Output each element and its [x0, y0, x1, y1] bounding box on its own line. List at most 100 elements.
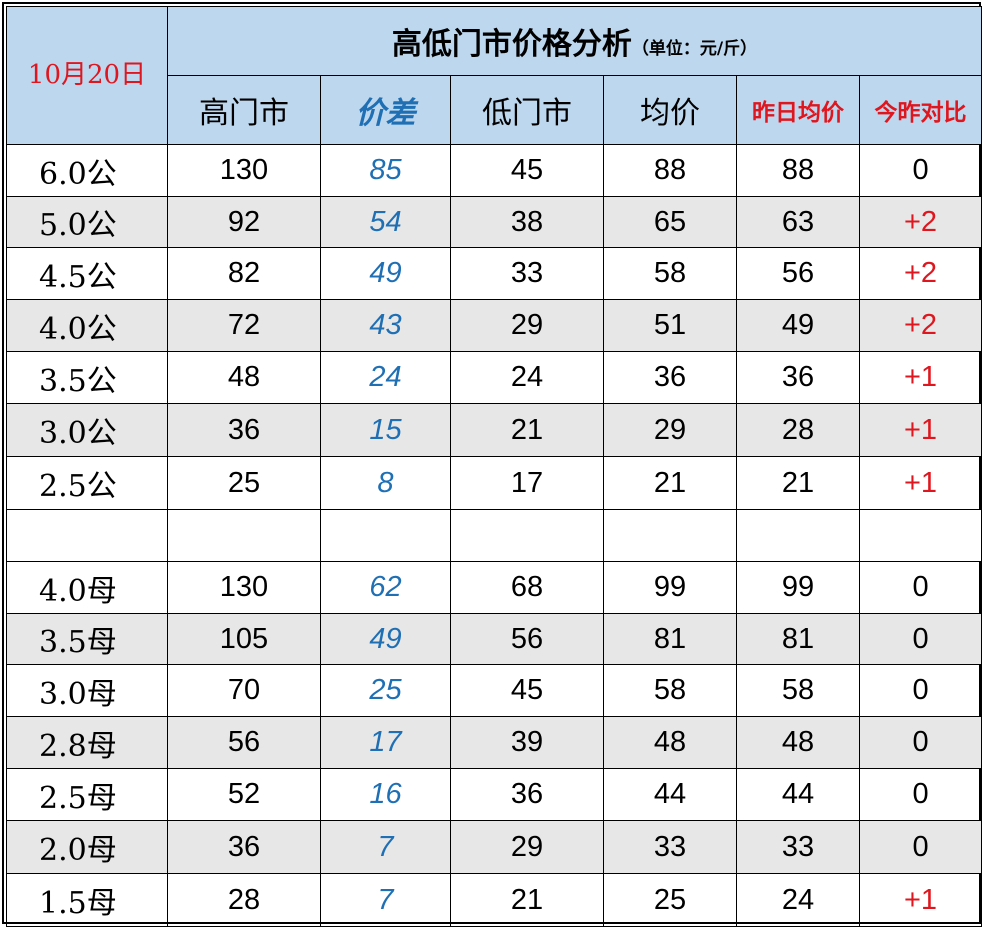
cell-price-diff: 15: [320, 403, 451, 457]
cell-low-market: 56: [450, 613, 604, 665]
cell-average: 81: [603, 613, 737, 665]
cell-day-comparison: 0: [858, 561, 983, 614]
cell-day-comparison: 0: [858, 768, 983, 821]
empty-cell: [6, 509, 168, 562]
cell-low-market: 38: [450, 196, 604, 248]
cell-high-market: 36: [167, 820, 321, 874]
empty-cell: [736, 509, 860, 562]
cell-low-market: 21: [450, 403, 604, 457]
cell-price-diff: 24: [320, 351, 451, 404]
cell-average: 48: [603, 716, 737, 769]
cell-low-market: 33: [450, 247, 604, 300]
table-row: 4.0母 130 62 68 99 99 0: [6, 561, 983, 614]
cell-high-market: 105: [167, 613, 321, 665]
cell-day-comparison: +1: [858, 403, 983, 457]
cell-high-market: 56: [167, 716, 321, 769]
cell-high-market: 25: [167, 456, 321, 510]
col-header-price-diff: 价差: [320, 75, 451, 145]
table-title: 高低门市价格分析（单位：元/斤）: [166, 6, 983, 76]
table-row: 1.5母 28 7 21 25 24 +1: [6, 873, 983, 927]
cell-price-diff: 25: [320, 664, 451, 717]
cell-average: 58: [603, 664, 737, 717]
cell-high-market: 36: [167, 403, 321, 457]
title-text: 高低门市价格分析: [391, 27, 632, 62]
col-header-low-market: 低门市: [450, 75, 604, 145]
cell-low-market: 68: [450, 561, 604, 614]
cell-day-comparison: +2: [858, 196, 983, 248]
empty-cell: [320, 509, 451, 562]
col-header-yesterday-average: 昨日均价: [736, 75, 860, 145]
cell-low-market: 21: [450, 873, 604, 927]
table-row: 4.5公 82 49 33 58 56 +2: [6, 247, 983, 300]
cell-average: 25: [603, 873, 737, 927]
cell-day-comparison: +2: [858, 247, 983, 300]
cell-day-comparison: +1: [858, 351, 983, 404]
table-row: 3.0公 36 15 21 29 28 +1: [6, 403, 983, 457]
cell-average: 99: [603, 561, 737, 614]
row-label: 2.5母: [6, 768, 168, 821]
price-analysis-table: 10月20日 高低门市价格分析（单位：元/斤） 高门市 价差 低门市 均价 昨日…: [6, 6, 983, 927]
row-label: 2.5公: [6, 456, 168, 510]
cell-low-market: 29: [450, 299, 604, 352]
cell-yesterday-average: 28: [736, 403, 860, 457]
row-label: 3.5公: [6, 351, 168, 404]
empty-cell: [858, 509, 983, 562]
separator-row: [6, 509, 983, 562]
unit-text: （单位：元/斤）: [631, 39, 758, 59]
cell-price-diff: 49: [320, 613, 451, 665]
table-row: 3.5母 105 49 56 81 81 0: [6, 613, 983, 665]
cell-low-market: 45: [450, 664, 604, 717]
cell-low-market: 45: [450, 144, 604, 197]
cell-yesterday-average: 24: [736, 873, 860, 927]
cell-day-comparison: 0: [858, 144, 983, 197]
col-header-high-market: 高门市: [167, 75, 321, 145]
row-label: 2.0母: [6, 820, 168, 874]
cell-high-market: 48: [167, 351, 321, 404]
empty-cell: [450, 509, 604, 562]
cell-average: 29: [603, 403, 737, 457]
cell-yesterday-average: 99: [736, 561, 860, 614]
row-label: 6.0公: [6, 144, 168, 197]
row-label: 3.0母: [6, 664, 168, 717]
cell-price-diff: 54: [320, 196, 451, 248]
row-label: 4.5公: [6, 247, 168, 300]
cell-average: 88: [603, 144, 737, 197]
cell-high-market: 70: [167, 664, 321, 717]
table-row: 2.5公 25 8 17 21 21 +1: [6, 456, 983, 510]
cell-average: 36: [603, 351, 737, 404]
cell-high-market: 130: [167, 144, 321, 197]
cell-high-market: 52: [167, 768, 321, 821]
cell-price-diff: 85: [320, 144, 451, 197]
table-row: 3.0母 70 25 45 58 58 0: [6, 664, 983, 717]
cell-yesterday-average: 81: [736, 613, 860, 665]
table-row: 2.8母 56 17 39 48 48 0: [6, 716, 983, 769]
cell-high-market: 28: [167, 873, 321, 927]
empty-cell: [167, 509, 321, 562]
cell-low-market: 36: [450, 768, 604, 821]
cell-yesterday-average: 63: [736, 196, 860, 248]
row-label: 3.0公: [6, 403, 168, 457]
cell-yesterday-average: 56: [736, 247, 860, 300]
cell-price-diff: 17: [320, 716, 451, 769]
cell-yesterday-average: 58: [736, 664, 860, 717]
cell-yesterday-average: 33: [736, 820, 860, 874]
table-row: 3.5公 48 24 24 36 36 +1: [6, 351, 983, 404]
table-row: 5.0公 92 54 38 65 63 +2: [6, 196, 983, 248]
table-row: 6.0公 130 85 45 88 88 0: [6, 144, 983, 197]
row-label: 3.5母: [6, 613, 168, 665]
row-label: 4.0母: [6, 561, 168, 614]
cell-price-diff: 43: [320, 299, 451, 352]
cell-price-diff: 7: [320, 873, 451, 927]
cell-day-comparison: +1: [858, 456, 983, 510]
cell-day-comparison: +1: [858, 873, 983, 927]
cell-high-market: 92: [167, 196, 321, 248]
cell-high-market: 72: [167, 299, 321, 352]
col-header-day-comparison: 今昨对比: [858, 75, 983, 145]
row-label: 2.8母: [6, 716, 168, 769]
cell-high-market: 130: [167, 561, 321, 614]
cell-average: 51: [603, 299, 737, 352]
cell-yesterday-average: 88: [736, 144, 860, 197]
cell-day-comparison: 0: [858, 664, 983, 717]
cell-yesterday-average: 21: [736, 456, 860, 510]
